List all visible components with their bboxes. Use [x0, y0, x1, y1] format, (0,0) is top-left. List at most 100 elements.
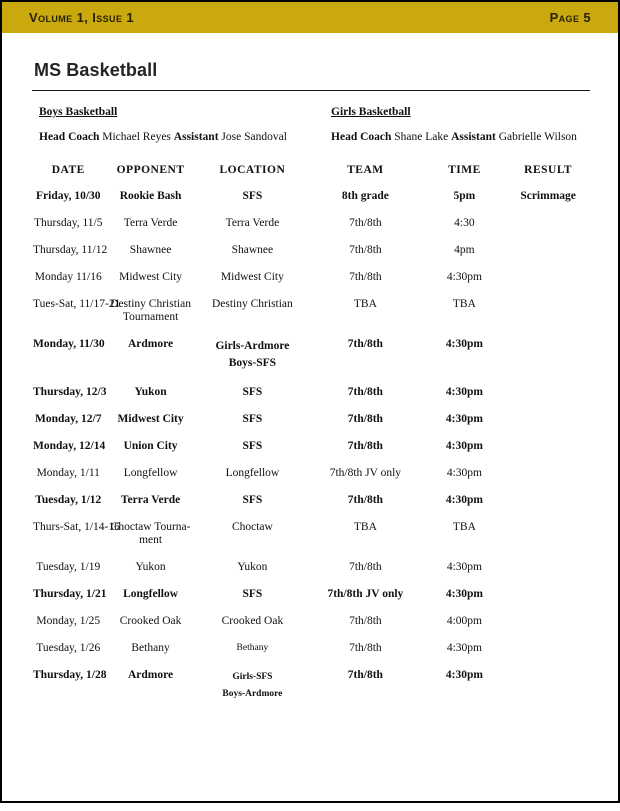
cell-result: [506, 331, 590, 379]
cell-result: [506, 379, 590, 406]
cell-location: SFS: [242, 413, 263, 425]
cell-date: Thursday, 12/3: [33, 386, 107, 398]
table-row: Monday, 12/14 Union City SFS 7th/8th 4:3…: [32, 433, 590, 460]
cell-date: Monday, 1/11: [36, 467, 100, 479]
girls-heading: Girls Basketball: [331, 106, 411, 118]
cell-result: [506, 635, 590, 662]
cell-date: Thursday, 11/12: [33, 244, 108, 256]
table-row: Tuesday, 1/19 Yukon Yukon 7th/8th 4:30pm: [32, 554, 590, 581]
cell-time: 4pm: [454, 244, 475, 256]
cell-team: TBA: [353, 521, 377, 533]
cell-date: Monday, 12/7: [35, 413, 102, 425]
cell-team: 8th grade: [341, 190, 389, 202]
cell-location: Longfellow: [225, 467, 280, 479]
cell-result: [506, 406, 590, 433]
page-title: MS Basketball: [34, 60, 158, 80]
boys-coach-line: Head Coach Michael Reyes Assistant Jose …: [39, 131, 331, 143]
cell-team: 7th/8th: [347, 413, 383, 425]
cell-date: Thursday, 11/5: [34, 217, 103, 229]
table-row: Tues-Sat, 11/17-21 Destiny Christian Tou…: [32, 291, 590, 331]
boys-coach-label: Head Coach: [39, 131, 100, 143]
cell-opponent: Choctaw Tourna- ment: [110, 521, 191, 546]
cell-date: Tuesday, 1/19: [36, 561, 101, 573]
cell-result: [506, 237, 590, 264]
cell-opponent: Ardmore: [127, 669, 174, 681]
cell-opponent: Destiny Christian Tournament: [110, 298, 191, 323]
cell-result: [506, 291, 590, 331]
cell-time: TBA: [452, 298, 476, 310]
cell-opponent: Yukon: [134, 386, 167, 398]
girls-coach-name: Shane Lake: [394, 131, 449, 143]
cell-time: 4:30: [454, 217, 475, 229]
cell-location: Destiny Christian: [211, 298, 293, 310]
cell-date: Monday, 11/30: [33, 338, 105, 350]
cell-team: 7th/8th: [349, 561, 382, 573]
cell-location: Crooked Oak: [221, 615, 284, 627]
table-row: Thursday, 11/12 Shawnee Shawnee 7th/8th …: [32, 237, 590, 264]
cell-opponent: Bethany: [131, 642, 170, 654]
cell-time: 4:30pm: [445, 440, 483, 452]
table-row: Tuesday, 1/12 Terra Verde SFS 7th/8th 4:…: [32, 487, 590, 514]
cell-time: 4:30pm: [446, 271, 482, 283]
cell-location: Midwest City: [220, 271, 284, 283]
table-row: Thursday, 1/21 Longfellow SFS 7th/8th JV…: [32, 581, 590, 608]
cell-team: 7th/8th: [347, 386, 383, 398]
cell-time: 4:30pm: [445, 494, 483, 506]
cell-time: 4:30pm: [445, 669, 483, 681]
cell-time: 5pm: [453, 190, 476, 202]
cell-date: Tues-Sat, 11/17-21: [33, 298, 121, 310]
girls-coach-label: Head Coach: [331, 131, 392, 143]
boys-assistant-label: Assistant: [173, 131, 219, 143]
cell-team: TBA: [353, 298, 377, 310]
cell-result: [506, 608, 590, 635]
cell-team: 7th/8th: [347, 669, 383, 681]
cell-location: Bethany: [236, 643, 269, 653]
cell-opponent: Midwest City: [117, 413, 184, 425]
cell-date: Monday 11/16: [34, 271, 102, 283]
cell-result: [506, 662, 590, 710]
col-header-opponent: OPPONENT: [116, 164, 185, 176]
cell-time: 4:30pm: [446, 467, 482, 479]
cell-date: Monday, 1/25: [36, 615, 101, 627]
cell-location: SFS: [242, 190, 263, 202]
cell-team: 7th/8th JV only: [329, 467, 402, 479]
col-header-result: RESULT: [524, 164, 573, 176]
cell-team: 7th/8th: [349, 244, 382, 256]
cell-result: [506, 433, 590, 460]
cell-location: SFS: [242, 440, 263, 452]
title-rule: [32, 90, 590, 91]
col-header-team: TEAM: [347, 164, 384, 176]
col-header-date: DATE: [51, 164, 85, 176]
table-row: Tuesday, 1/26 Bethany Bethany 7th/8th 4:…: [32, 635, 590, 662]
cell-team: 7th/8th: [349, 217, 382, 229]
cell-result: [506, 581, 590, 608]
cell-team: 7th/8th: [347, 440, 383, 452]
cell-location: SFS: [242, 386, 263, 398]
boys-coach-name: Michael Reyes: [102, 131, 171, 143]
cell-date: Thurs-Sat, 1/14-16: [33, 521, 120, 533]
girls-assistant-label: Assistant: [451, 131, 496, 143]
cell-opponent: Midwest City: [119, 271, 183, 283]
girls-assistant-name: Gabrielle Wilson: [498, 131, 577, 143]
girls-coach-line: Head Coach Shane Lake Assistant Gabriell…: [331, 131, 590, 143]
schedule-table: DATE OPPONENT LOCATION TEAM TIME RESULT …: [32, 156, 590, 710]
cell-opponent: Union City: [123, 440, 178, 452]
table-row: Monday, 1/11 Longfellow Longfellow 7th/8…: [32, 460, 590, 487]
coach-header: Boys Basketball Head Coach Michael Reyes…: [39, 106, 590, 143]
cell-date: Thursday, 1/21: [33, 588, 107, 600]
table-row: Thurs-Sat, 1/14-16 Choctaw Tourna- ment …: [32, 514, 590, 554]
cell-location: Shawnee: [231, 244, 274, 256]
cell-time: 4:30pm: [446, 561, 482, 573]
cell-result: [506, 554, 590, 581]
cell-time: TBA: [452, 521, 476, 533]
girls-section-header: Girls Basketball Head Coach Shane Lake A…: [331, 106, 590, 143]
cell-date: Friday, 10/30: [36, 190, 101, 202]
cell-team: 7th/8th: [349, 642, 382, 654]
cell-team: 7th/8th JV only: [327, 588, 404, 600]
cell-location: SFS: [242, 494, 263, 506]
boys-heading: Boys Basketball: [39, 106, 118, 118]
table-row: Thursday, 12/3 Yukon SFS 7th/8th 4:30pm: [32, 379, 590, 406]
table-header-row: DATE OPPONENT LOCATION TEAM TIME RESULT: [32, 156, 590, 183]
cell-location: Yukon: [237, 561, 268, 573]
